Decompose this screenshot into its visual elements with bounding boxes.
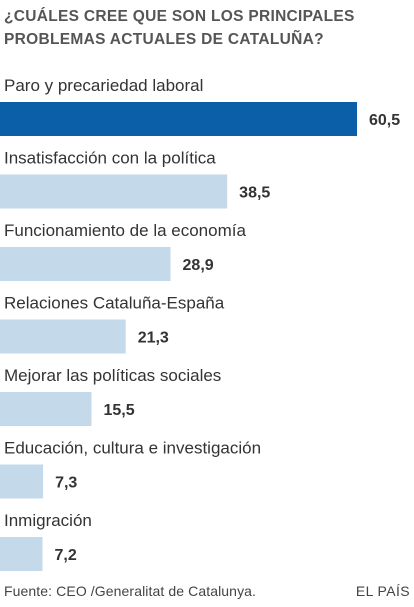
category-label: Relaciones Cataluña-España: [4, 294, 225, 313]
bar: [0, 464, 44, 499]
chart-title: ¿CUÁLES CREE QUE SON LOS PRINCIPALES PRO…: [4, 8, 355, 48]
value-label: 28,9: [183, 257, 214, 274]
footer: Fuente: CEO /Generalitat de Catalunya. E…: [4, 583, 410, 599]
value-label: 21,3: [138, 330, 169, 347]
value-label: 38,5: [239, 185, 270, 202]
value-label: 60,5: [369, 112, 400, 129]
source-note: Fuente: CEO /Generalitat de Catalunya.: [4, 583, 257, 599]
value-label: 7,2: [54, 547, 76, 564]
bar-chart: Paro y precariedad laboral 60,5 Insatisfac…: [0, 76, 400, 571]
value-label: 15,5: [103, 402, 134, 419]
bar: [0, 247, 171, 281]
category-label: Educación, cultura e investigación: [4, 439, 261, 458]
value-label: 7,3: [55, 475, 77, 492]
category-label: Insatisfacción con la política: [4, 149, 216, 168]
bar: [0, 174, 228, 209]
bar: [0, 537, 43, 571]
category-label: Paro y precariedad laboral: [4, 76, 203, 95]
bar: [0, 102, 357, 136]
category-label: Inmigración: [4, 511, 92, 530]
category-label: Mejorar las políticas sociales: [4, 366, 221, 385]
bar: [0, 392, 92, 426]
category-label: Funcionamiento de la economía: [4, 221, 246, 240]
brand-logo: EL PAÍS: [355, 583, 410, 599]
bar: [0, 319, 126, 354]
